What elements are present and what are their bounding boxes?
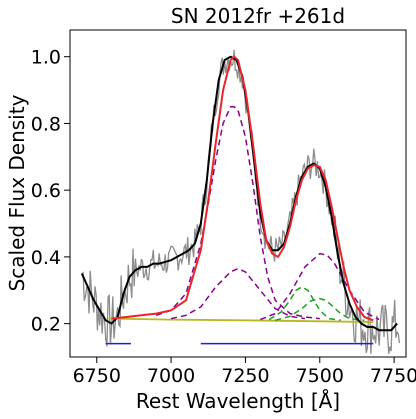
axes: 6750 7000 7250 7500 7750 0.2 0.4 0.6 0.8 1.0 [31, 47, 416, 387]
x-tick-label: 7750 [370, 365, 416, 387]
y-axis-label: Scaled Flux Density [5, 94, 29, 291]
y-tick-label: 0.8 [31, 113, 61, 135]
plot-area [80, 49, 401, 354]
chart-title: SN 2012fr +261d [171, 4, 345, 28]
x-tick-label: 7250 [221, 365, 269, 387]
ni-component-1-line [268, 286, 341, 322]
x-tick-label: 7500 [296, 365, 344, 387]
fe-red-component-line [260, 252, 380, 321]
fe-main-component-line [155, 105, 320, 320]
raw-spectrum-line [81, 49, 401, 354]
continuum-line [108, 317, 374, 323]
y-tick-label: 0.4 [31, 247, 61, 269]
y-tick-label: 0.6 [31, 180, 61, 202]
x-axis-label: Rest Wavelength [Å] [136, 389, 340, 413]
total-fit-line [111, 55, 374, 322]
ni-component-2-line [275, 297, 365, 322]
x-tick-label: 7000 [147, 365, 195, 387]
plot-frame [69, 29, 407, 358]
y-tick-label: 1.0 [31, 47, 61, 69]
fe-side-component-line [170, 267, 306, 320]
y-tick-label: 0.2 [31, 314, 61, 336]
x-tick-label: 6750 [73, 365, 121, 387]
